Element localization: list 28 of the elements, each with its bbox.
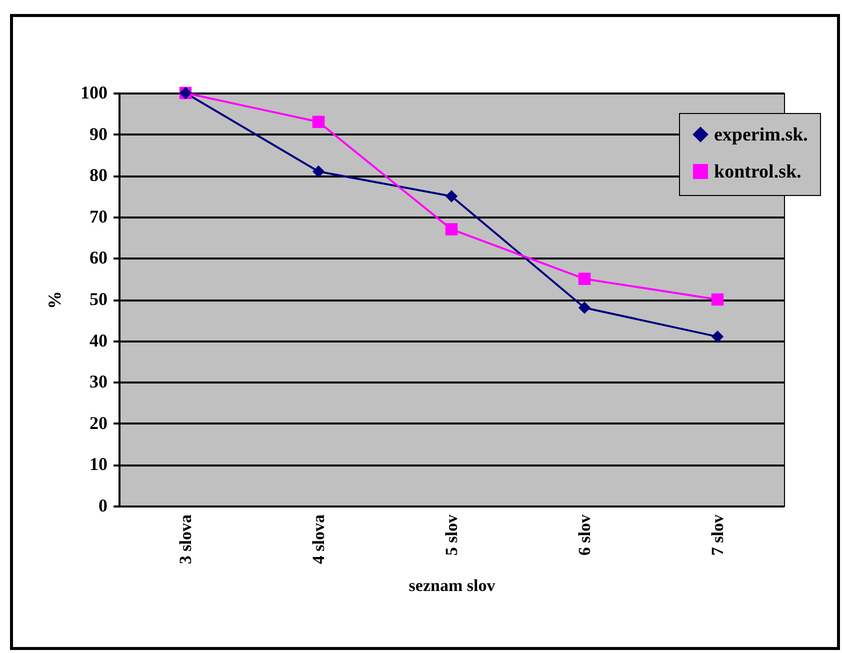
x-tick-label: 6 slov [575, 514, 594, 556]
y-tick-label: 100 [80, 82, 108, 102]
point [445, 223, 458, 236]
y-tick-label: 40 [90, 330, 108, 350]
x-axis-title: seznam slov [408, 576, 496, 596]
point [578, 272, 591, 285]
y-tick-label: 70 [90, 206, 108, 226]
y-tick-label: 20 [90, 412, 108, 433]
legend-label: experim.sk. [714, 124, 808, 146]
y-tick-label: 90 [90, 124, 108, 144]
y-axis-title: % [44, 291, 64, 309]
y-tick-label: 50 [90, 289, 108, 309]
x-tick-label: 4 slova [309, 514, 328, 564]
y-tick-label: 10 [90, 454, 108, 474]
point [445, 190, 458, 202]
legend-label: kontrol.sk. [714, 162, 802, 182]
y-tick-label: 60 [90, 248, 108, 268]
y-tick-label: 80 [90, 165, 108, 186]
y-tick-label: 30 [90, 372, 108, 392]
x-tick-label: 3 slova [176, 514, 195, 564]
x-tick-label: 7 slov [708, 514, 727, 556]
x-tick-label: 5 slov [442, 514, 461, 556]
point [711, 330, 724, 343]
point [578, 302, 591, 314]
y-tick-label: 0 [98, 496, 108, 516]
point [312, 116, 325, 128]
point [312, 165, 325, 178]
point [711, 293, 724, 306]
